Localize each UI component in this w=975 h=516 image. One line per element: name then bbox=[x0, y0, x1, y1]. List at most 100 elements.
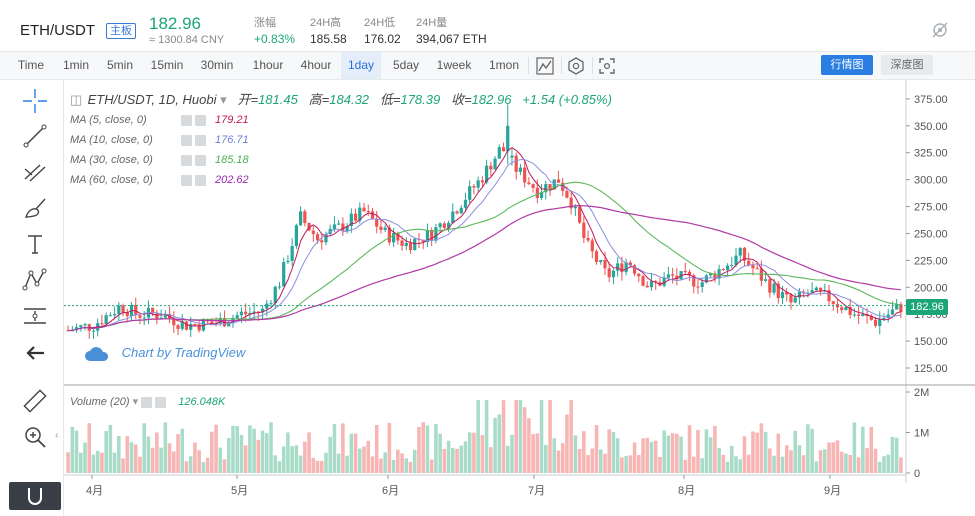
candle-body bbox=[594, 251, 599, 263]
volume-bar bbox=[713, 425, 717, 473]
candle-body bbox=[725, 265, 730, 271]
candle-body bbox=[755, 268, 759, 270]
candle-body bbox=[645, 285, 649, 288]
tradingview-watermark[interactable]: Chart by TradingView bbox=[84, 345, 245, 362]
remove-icon[interactable] bbox=[195, 174, 207, 186]
volume-bar bbox=[793, 430, 797, 473]
timeframe-toolbar: Time 1min 5min 15min 30min 1hour 4hour 1… bbox=[0, 52, 975, 80]
remove-icon[interactable] bbox=[195, 114, 207, 126]
volume-bar bbox=[353, 433, 358, 473]
depth-chart-button[interactable]: 深度图 bbox=[881, 55, 933, 75]
price-tick-label: 200.00 bbox=[914, 282, 948, 294]
pattern-icon[interactable] bbox=[20, 265, 50, 295]
candle-body bbox=[780, 292, 785, 299]
timeframe-4hour[interactable]: 4hour bbox=[300, 58, 332, 72]
timeframe-15min[interactable]: 15min bbox=[150, 58, 184, 72]
collapse-tools-icon[interactable]: ‹ bbox=[55, 430, 59, 441]
volume-bar bbox=[611, 431, 616, 473]
volume-bar bbox=[294, 445, 299, 473]
remove-icon[interactable] bbox=[155, 396, 167, 408]
volume-legend[interactable]: Volume (20) ▾ 126.048K bbox=[70, 395, 225, 408]
candle-chart-button[interactable]: 行情图 bbox=[821, 55, 873, 75]
volume-bar bbox=[429, 459, 434, 473]
trend-line-icon[interactable] bbox=[20, 121, 50, 151]
settings-icon[interactable] bbox=[181, 114, 193, 126]
ma30-legend[interactable]: MA (30, close, 0) 185.18 bbox=[70, 150, 612, 170]
candle-body bbox=[831, 301, 835, 305]
chart-type-icon[interactable] bbox=[535, 56, 555, 76]
crosshair-icon[interactable] bbox=[20, 86, 50, 116]
time-tick-label: 8月 bbox=[678, 485, 695, 497]
timeframe-5day[interactable]: 5day bbox=[392, 58, 420, 72]
price-tick-label: 275.00 bbox=[914, 202, 948, 214]
symbol-name[interactable]: ETH/USDT bbox=[20, 22, 95, 39]
timeframe-1min[interactable]: 1min bbox=[62, 58, 89, 72]
volume-bar bbox=[814, 461, 819, 473]
candle-body bbox=[696, 286, 700, 288]
candle-body bbox=[370, 211, 375, 219]
ma10-legend[interactable]: MA (10, close, 0) 176.71 bbox=[70, 130, 612, 150]
ma10-line bbox=[68, 159, 901, 331]
volume-bar bbox=[311, 457, 316, 473]
volume-bar bbox=[586, 455, 590, 473]
candle-body bbox=[176, 325, 180, 329]
settings-icon[interactable] bbox=[181, 134, 193, 146]
candle-body bbox=[79, 325, 83, 328]
fib-retracement-icon[interactable] bbox=[20, 157, 50, 187]
candle-body bbox=[451, 211, 455, 223]
timeframe-1hour[interactable]: 1hour bbox=[252, 58, 284, 72]
settings-icon[interactable] bbox=[181, 154, 193, 166]
candle-body bbox=[379, 226, 383, 230]
chart-axes: 375.00 350.00 325.00 300.00 275.00 250.00 225.… bbox=[64, 80, 975, 497]
timeframe-1week[interactable]: 1week bbox=[436, 58, 472, 72]
timeframe-5min[interactable]: 5min bbox=[106, 58, 133, 72]
candle-body bbox=[548, 184, 552, 190]
hide-eye-icon[interactable] bbox=[930, 20, 950, 40]
volume-bar bbox=[79, 452, 83, 473]
settings-icon[interactable] bbox=[141, 396, 153, 408]
ma60-legend[interactable]: MA (60, close, 0) 202.62 bbox=[70, 170, 612, 190]
timeframe-1mon[interactable]: 1mon bbox=[488, 58, 520, 72]
timeframe-1day[interactable]: 1day bbox=[341, 52, 381, 79]
candle-body bbox=[408, 242, 413, 250]
text-tool-icon[interactable] bbox=[20, 229, 50, 259]
candle-body bbox=[852, 314, 856, 316]
volume-bar bbox=[226, 437, 231, 473]
timeframe-30min[interactable]: 30min bbox=[200, 58, 234, 72]
candle-body bbox=[337, 223, 341, 225]
settings-icon[interactable] bbox=[181, 174, 193, 186]
candle-body bbox=[324, 233, 328, 243]
magnet-tool[interactable] bbox=[9, 482, 61, 510]
candle-body bbox=[366, 211, 370, 213]
measure-icon[interactable] bbox=[20, 301, 50, 331]
volume-bar bbox=[400, 453, 404, 473]
brush-icon[interactable] bbox=[20, 193, 50, 223]
candle-body bbox=[632, 265, 637, 274]
collapse-legend-icon[interactable]: ◫ bbox=[70, 92, 83, 107]
candle-body bbox=[303, 211, 307, 223]
series-title[interactable]: ETH/USDT, 1D, Huobi bbox=[87, 92, 217, 107]
timeframe-time[interactable]: Time bbox=[17, 58, 45, 72]
candle-body bbox=[197, 324, 201, 331]
back-arrow-icon[interactable] bbox=[20, 338, 50, 368]
ma-value: 185.18 bbox=[215, 154, 249, 166]
candle-body bbox=[709, 273, 713, 276]
ruler-icon[interactable] bbox=[20, 386, 50, 416]
volume-bar bbox=[620, 457, 624, 473]
candle-body bbox=[700, 282, 704, 287]
indicator-settings-icon[interactable] bbox=[566, 56, 586, 76]
volume-bar bbox=[670, 433, 675, 473]
volume-bar bbox=[269, 422, 273, 473]
remove-icon[interactable] bbox=[195, 134, 207, 146]
candle-body bbox=[717, 269, 721, 279]
volume-bar bbox=[801, 455, 806, 473]
candle-body bbox=[286, 260, 290, 263]
zoom-in-icon[interactable] bbox=[20, 422, 50, 452]
volume-bar bbox=[797, 445, 802, 473]
dropdown-icon[interactable]: ▾ bbox=[220, 92, 227, 107]
dropdown-icon[interactable]: ▾ bbox=[132, 396, 139, 408]
fullscreen-icon[interactable] bbox=[597, 56, 617, 76]
ma5-legend[interactable]: MA (5, close, 0) 179.21 bbox=[70, 110, 612, 130]
candle-body bbox=[899, 304, 903, 313]
remove-icon[interactable] bbox=[195, 154, 207, 166]
